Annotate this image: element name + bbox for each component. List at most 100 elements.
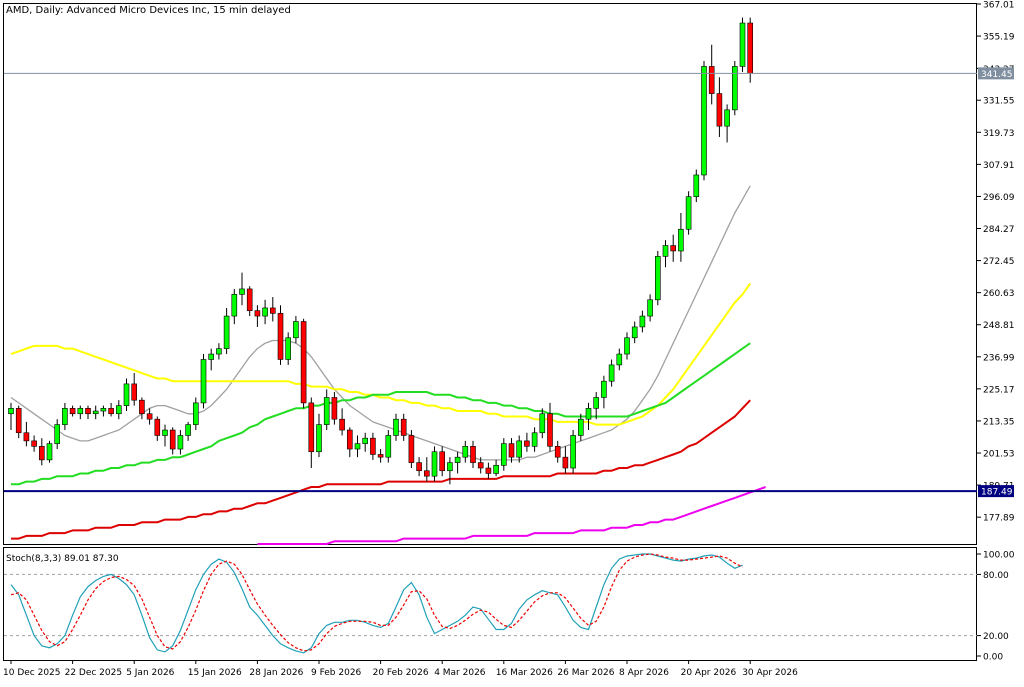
candle	[139, 397, 145, 420]
candle	[123, 378, 130, 412]
candle-body	[23, 432, 30, 442]
candle	[454, 451, 461, 474]
candle	[701, 61, 707, 181]
candle	[685, 191, 692, 235]
candle	[647, 294, 653, 322]
candle-body	[38, 446, 45, 461]
series-ma-magenta	[257, 486, 766, 545]
price-tick-label: 225.17	[983, 385, 1015, 395]
candle-body	[385, 435, 392, 458]
candle	[716, 77, 723, 137]
candle	[524, 432, 530, 452]
candle	[46, 440, 53, 463]
candle-body	[516, 440, 523, 458]
candle	[62, 402, 68, 431]
candle-body	[269, 307, 276, 314]
candle	[331, 392, 338, 425]
candle-body	[200, 359, 207, 404]
candle	[77, 405, 84, 420]
price-tick-label: 284.27	[983, 225, 1015, 235]
time-tick-label: 8 Apr 2026	[619, 668, 669, 678]
price-tick-label: 367.01	[983, 1, 1015, 11]
candle	[585, 402, 592, 431]
stoch-tick-label: 20.00	[983, 632, 1009, 642]
candle-body	[431, 451, 438, 477]
candle-body	[231, 294, 238, 317]
candle-body	[370, 437, 376, 455]
price-tick-label: 248.81	[983, 321, 1015, 331]
candle-body	[439, 451, 446, 472]
candle-body	[570, 435, 576, 469]
candle	[100, 405, 107, 417]
price-tick-label: 319.73	[983, 129, 1015, 139]
candle-body	[678, 228, 684, 252]
candle	[116, 400, 122, 420]
candle	[539, 408, 546, 439]
candle	[8, 402, 14, 431]
time-tick-label: 28 Jan 2026	[249, 668, 303, 678]
candle	[708, 44, 715, 105]
candle-body	[500, 443, 507, 466]
candle-body	[393, 418, 399, 436]
candle-body	[69, 408, 76, 415]
price-tick-label: 260.63	[983, 289, 1015, 299]
candle-body	[15, 408, 22, 434]
candles	[8, 17, 754, 485]
candle-body	[608, 364, 615, 382]
candle-body	[208, 353, 214, 360]
candle	[377, 449, 384, 463]
candle-body	[493, 465, 499, 474]
candle-body	[408, 435, 415, 463]
price-tick-label: 272.45	[983, 257, 1015, 267]
series-stoch-signal	[10, 553, 743, 652]
price-tick-label: 307.91	[983, 161, 1015, 171]
candle-body	[554, 446, 561, 458]
candle	[724, 104, 730, 143]
candle	[308, 397, 315, 469]
candle	[485, 462, 492, 479]
candle-body	[547, 413, 553, 447]
candle	[216, 343, 222, 360]
candle-body	[593, 397, 600, 409]
candle-body	[701, 66, 707, 176]
candle	[293, 316, 299, 344]
candle-body	[193, 402, 199, 425]
candle	[593, 392, 600, 420]
candle-body	[185, 424, 191, 436]
candle-body	[400, 418, 407, 436]
time-tick-label: 15 Jan 2026	[188, 668, 242, 678]
candle-body	[223, 315, 230, 349]
candle	[516, 435, 523, 463]
candle	[300, 318, 307, 409]
candle-body	[154, 418, 161, 436]
candle	[223, 307, 230, 355]
candle	[31, 435, 37, 452]
price-tick-label: 355.19	[983, 33, 1015, 43]
candle	[385, 430, 392, 463]
main-pane-border	[3, 3, 977, 545]
candle-body	[85, 408, 91, 415]
candle-body	[577, 418, 584, 436]
candle-body	[724, 109, 730, 127]
candle-body	[508, 443, 515, 458]
candle-body	[316, 424, 322, 453]
series-ma-green	[11, 342, 751, 486]
price-tick-label: 201.53	[983, 450, 1015, 460]
candle-body	[131, 383, 137, 401]
stoch-tick-label: 80.00	[983, 571, 1009, 581]
time-tick-label: 9 Feb 2026	[311, 668, 362, 678]
candle-body	[716, 93, 723, 127]
candle	[447, 457, 453, 485]
candle-body	[216, 348, 222, 355]
candle	[239, 272, 245, 306]
candle	[231, 288, 238, 325]
stoch-tick-label: 0.00	[983, 653, 1003, 663]
candle	[654, 250, 661, 306]
candle	[554, 440, 561, 463]
price-tick-label: 296.09	[983, 193, 1015, 203]
chart-title: AMD, Daily: Advanced Micro Devices Inc, …	[6, 5, 291, 16]
current-price-badge: 341.45	[981, 70, 1013, 80]
candle	[85, 405, 91, 420]
candle	[662, 240, 669, 268]
